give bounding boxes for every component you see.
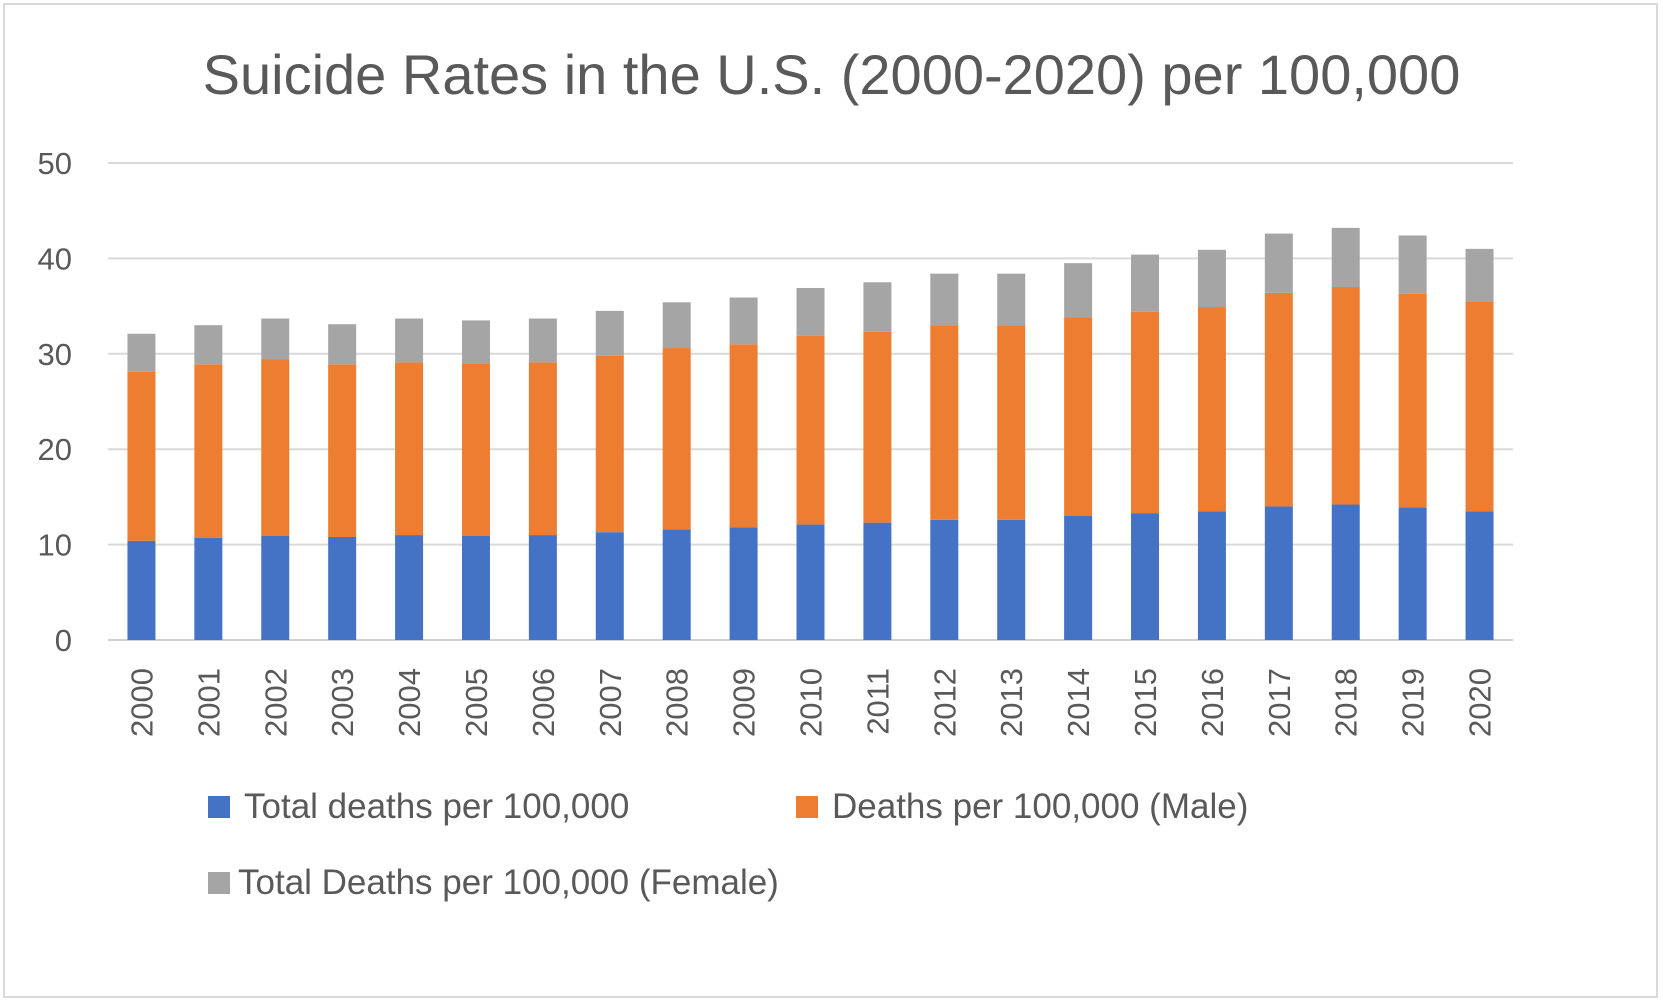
x-tick-label: 2015 (1128, 668, 1163, 737)
bar-segment-female (729, 297, 758, 345)
bar-segment-total (127, 540, 156, 640)
x-tick-label: 2006 (526, 668, 561, 737)
bar-segment-total (1465, 511, 1494, 640)
bar-segment-total (1264, 506, 1293, 640)
bar-segment-male (261, 359, 290, 537)
bar-segment-total (395, 535, 424, 640)
bar-segment-male (595, 355, 624, 533)
bar-segment-total (595, 532, 624, 640)
bar-segment-male (1398, 293, 1427, 508)
y-tick-label: 0 (55, 623, 72, 658)
bar-segment-male (863, 331, 892, 523)
x-tick-label: 2008 (660, 668, 695, 737)
x-tick-label: 2003 (325, 668, 360, 737)
bar-segment-male (328, 364, 357, 537)
bar-segment-female (796, 287, 825, 336)
x-tick-label: 2001 (191, 668, 226, 737)
bar-segment-male (1331, 287, 1360, 505)
x-tick-label: 2020 (1463, 668, 1498, 737)
bar-segment-female (1197, 249, 1226, 308)
bar-segment-male (194, 364, 223, 538)
bar-segment-female (1064, 263, 1093, 318)
bar-segment-female (1331, 227, 1360, 288)
bar-segment-total (997, 519, 1026, 640)
bar-segment-total (461, 536, 490, 640)
bar-segment-male (662, 348, 691, 530)
bar-segment-female (1264, 233, 1293, 293)
bar-segment-male (395, 362, 424, 536)
y-tick-label: 20 (38, 432, 72, 467)
bar-segment-male (1465, 301, 1494, 512)
x-tick-label: 2017 (1262, 668, 1297, 737)
bar-segment-male (528, 362, 557, 536)
x-tick-label: 2005 (459, 668, 494, 737)
bar-segment-male (1064, 317, 1093, 516)
bar-segment-total (1398, 507, 1427, 640)
x-tick-label: 2010 (794, 668, 829, 737)
bar-segment-female (461, 320, 490, 364)
bar-segment-total (1064, 515, 1093, 640)
x-tick-label: 2002 (258, 668, 293, 737)
bar-segment-total (328, 536, 357, 640)
bar-segment-total (930, 519, 959, 640)
bar-segment-total (194, 537, 223, 640)
x-tick-label: 2004 (392, 668, 427, 737)
x-tick-label: 2013 (994, 668, 1029, 737)
bar-segment-male (127, 371, 156, 541)
bar-segment-female (528, 318, 557, 363)
bar-segment-female (328, 324, 357, 365)
x-tick-label: 2014 (1061, 668, 1096, 737)
bar-segment-male (461, 363, 490, 537)
y-tick-label: 30 (38, 337, 72, 372)
x-tick-label: 2012 (927, 668, 962, 737)
y-tick-label: 50 (38, 146, 72, 181)
chart-title: Suicide Rates in the U.S. (2000-2020) pe… (202, 43, 1461, 106)
bar-segment-male (729, 344, 758, 528)
bar-segment-total (796, 524, 825, 640)
x-tick-label: 2016 (1195, 668, 1230, 737)
bar-segment-total (1131, 513, 1160, 640)
bar-segment-female (194, 325, 223, 365)
x-tick-label: 2009 (727, 668, 762, 737)
bar-segment-female (997, 273, 1026, 326)
bar-segment-female (127, 333, 156, 372)
bar-segment-female (863, 282, 892, 332)
y-tick-label: 40 (38, 241, 72, 276)
bar-segment-male (997, 325, 1026, 520)
bar-segment-total (729, 527, 758, 640)
bar-segment-female (1398, 235, 1427, 294)
bar-segment-male (930, 325, 959, 520)
bar-segment-male (1131, 311, 1160, 514)
x-tick-label: 2000 (124, 668, 159, 737)
x-tick-label: 2011 (860, 668, 895, 735)
bar-segment-female (595, 310, 624, 356)
bar-segment-total (261, 536, 290, 640)
bar-segment-total (1331, 504, 1360, 640)
bar-segment-female (395, 318, 424, 363)
bar-segment-male (1264, 292, 1293, 507)
bar-segment-male (796, 335, 825, 525)
y-tick-label: 10 (38, 528, 72, 563)
bar-segment-total (1197, 511, 1226, 640)
bar-segment-female (261, 318, 290, 360)
x-tick-label: 2007 (593, 668, 628, 737)
bar-segment-total (863, 522, 892, 640)
x-tick-label: 2019 (1396, 668, 1431, 737)
bar-segment-total (662, 529, 691, 640)
bar-segment-female (1465, 248, 1494, 302)
bar-segment-female (662, 302, 691, 349)
bar-segment-male (1197, 307, 1226, 512)
bar-segment-total (528, 535, 557, 640)
bar-segment-female (930, 273, 959, 326)
x-tick-label: 2018 (1329, 668, 1364, 737)
bar-segment-female (1131, 254, 1160, 312)
